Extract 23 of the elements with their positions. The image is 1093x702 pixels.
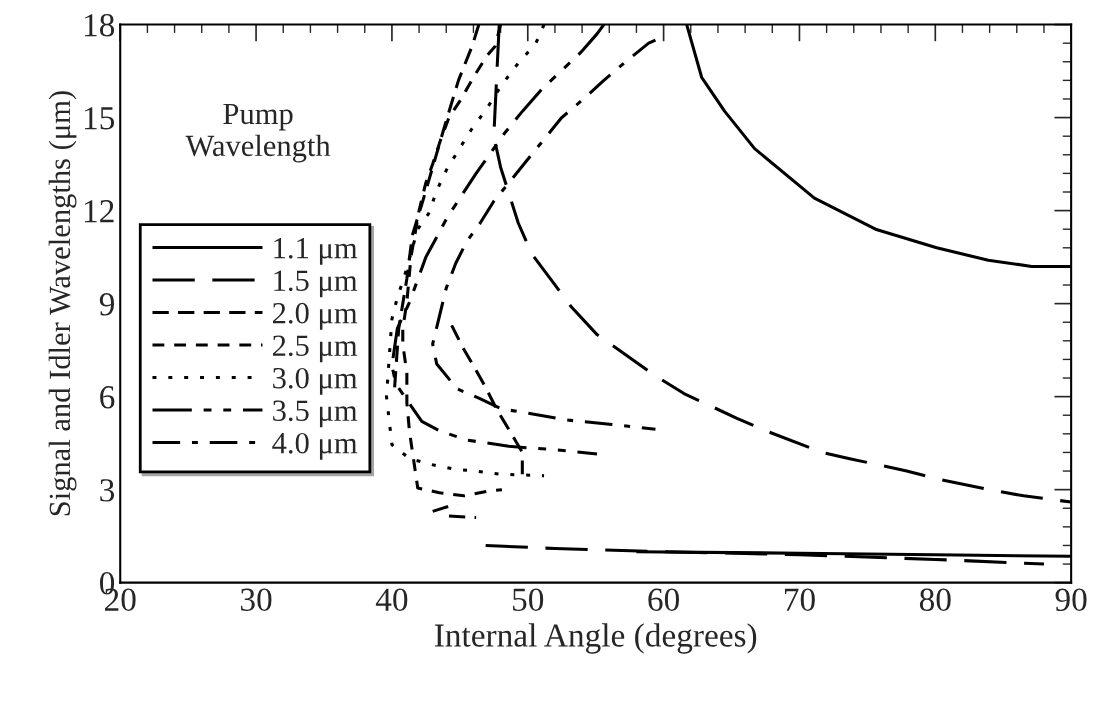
legend-label: 1.5 μm [274,270,358,298]
legend-title: Pump Wavelength [185,103,331,163]
x-tick-label: 50 [513,588,544,611]
legend-label: 4.0 μm [272,432,358,460]
x-tick-label: 40 [375,588,408,611]
y-tick-label: 15 [84,107,115,130]
legend-label: 3.5 μm [273,400,358,428]
y-tick-label: 9 [99,293,114,316]
legend-label: 3.0 μm [273,367,358,395]
x-tick-label: 60 [648,588,679,611]
y-tick-label: 12 [84,200,114,223]
legend-label: 2.5 μm [272,335,358,363]
y-tick-label: 6 [100,386,115,409]
y-tick-label: 18 [84,13,115,37]
x-tick-label: 70 [784,588,815,611]
x-tick-label: 80 [919,588,951,611]
legend-label: 1.1 μm [274,237,358,265]
x-tick-label: 90 [1055,588,1087,611]
legend-label: 2.0 μm [272,302,358,330]
x-axis-title: Internal Angle (degrees) [434,623,757,654]
y-tick-label: 3 [100,479,115,502]
y-axis-title: Signal and Idler Wavelengths (μm) [48,91,77,516]
x-tick-label: 30 [241,588,272,611]
